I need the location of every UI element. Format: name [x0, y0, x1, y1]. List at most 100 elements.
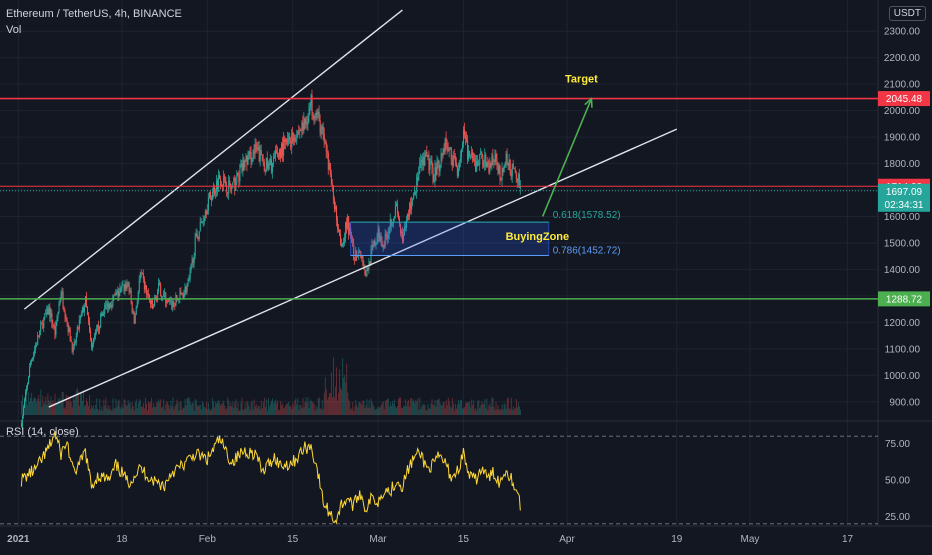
volume-bar [119, 407, 121, 415]
rsi-tick-label: 75.00 [885, 439, 910, 450]
volume-bar [449, 406, 451, 415]
candle-body [326, 151, 328, 153]
candle-body [445, 138, 447, 146]
candle-body [141, 272, 143, 275]
candle-body [197, 238, 199, 240]
candle-body [475, 161, 477, 172]
candle-body [329, 162, 331, 175]
volume-bar [93, 405, 95, 415]
candle-body [252, 151, 254, 162]
candle-body [232, 182, 234, 188]
candle-body [423, 156, 425, 166]
candle-body [242, 160, 244, 171]
volume-bar [462, 408, 464, 415]
volume-bar [139, 400, 141, 415]
candle-body [118, 292, 120, 297]
price-tick-label: 1200.00 [884, 318, 921, 329]
candle-body [179, 291, 181, 299]
candle-body [502, 167, 504, 173]
volume-bar [364, 408, 366, 415]
candle-body [288, 136, 290, 139]
price-tag [878, 291, 930, 307]
candle-body [51, 312, 53, 324]
candle-body [429, 162, 431, 171]
candle-body [282, 143, 284, 156]
volume-bar [367, 408, 369, 415]
candle-body [396, 203, 398, 213]
volume-bar [349, 401, 351, 415]
candle-body [152, 300, 154, 309]
volume-bar [180, 401, 182, 415]
volume-bar [254, 406, 256, 415]
currency-button[interactable]: USDT [888, 6, 926, 21]
candle-body [327, 152, 329, 170]
volume-bar [376, 408, 378, 415]
volume-bar [161, 407, 163, 415]
candle-body [63, 306, 65, 312]
candle-body [370, 249, 372, 266]
candle-body [65, 317, 67, 321]
candle-body [492, 155, 494, 160]
volume-bar [121, 404, 123, 415]
lower-channel-line [48, 128, 678, 408]
candle-body [119, 288, 121, 293]
candle-body [457, 167, 459, 176]
volume-bar [469, 401, 471, 415]
volume-bar [201, 401, 203, 415]
volume-bar [350, 409, 352, 415]
volume-bar [166, 401, 168, 415]
candle-body [490, 163, 492, 167]
volume-bar [175, 404, 177, 415]
volume-bar [160, 399, 162, 415]
volume-bar [150, 401, 152, 415]
volume-bar [409, 406, 411, 415]
candle-body [486, 162, 488, 167]
candle-body [196, 233, 198, 239]
volume-bar [471, 399, 473, 415]
volume-bar [58, 400, 60, 415]
candle-body [383, 244, 385, 247]
candle-body [471, 152, 473, 156]
volume-bar [105, 397, 107, 415]
candle-body [142, 274, 144, 279]
volume-bar [311, 401, 313, 415]
volume-bar [342, 358, 344, 415]
candle-body [442, 148, 444, 155]
volume-bar [192, 403, 194, 415]
candle-body [112, 296, 114, 307]
volume-bar [269, 403, 271, 415]
candle-body [33, 353, 35, 359]
candle-body [108, 303, 110, 310]
volume-bar [168, 405, 170, 415]
volume-bar [370, 398, 372, 415]
volume-bar [296, 404, 298, 415]
volume-bar [211, 408, 213, 415]
volume-bar [155, 406, 157, 415]
candle-body [366, 268, 368, 277]
volume-bar [71, 407, 73, 415]
candle-body [218, 175, 220, 190]
volume-bar [143, 408, 145, 415]
candle-body [42, 322, 44, 328]
volume-bar [131, 402, 133, 415]
candle-body [270, 159, 272, 172]
volume-bar [237, 401, 239, 415]
candle-body [158, 283, 160, 292]
candle-body [421, 159, 423, 166]
volume-bar [375, 409, 377, 415]
candle-body [436, 161, 438, 176]
candle-body [222, 184, 224, 187]
candle-body [504, 163, 506, 166]
volume-bar [442, 402, 444, 415]
price-tick-label: 1000.00 [884, 371, 921, 382]
volume-bar [124, 399, 126, 415]
volume-bar [221, 403, 223, 415]
candle-body [405, 226, 407, 228]
volume-bar [64, 406, 66, 415]
volume-bar [100, 410, 102, 415]
candle-body [87, 306, 89, 315]
candle-body [67, 323, 69, 333]
candle-body [425, 151, 427, 154]
